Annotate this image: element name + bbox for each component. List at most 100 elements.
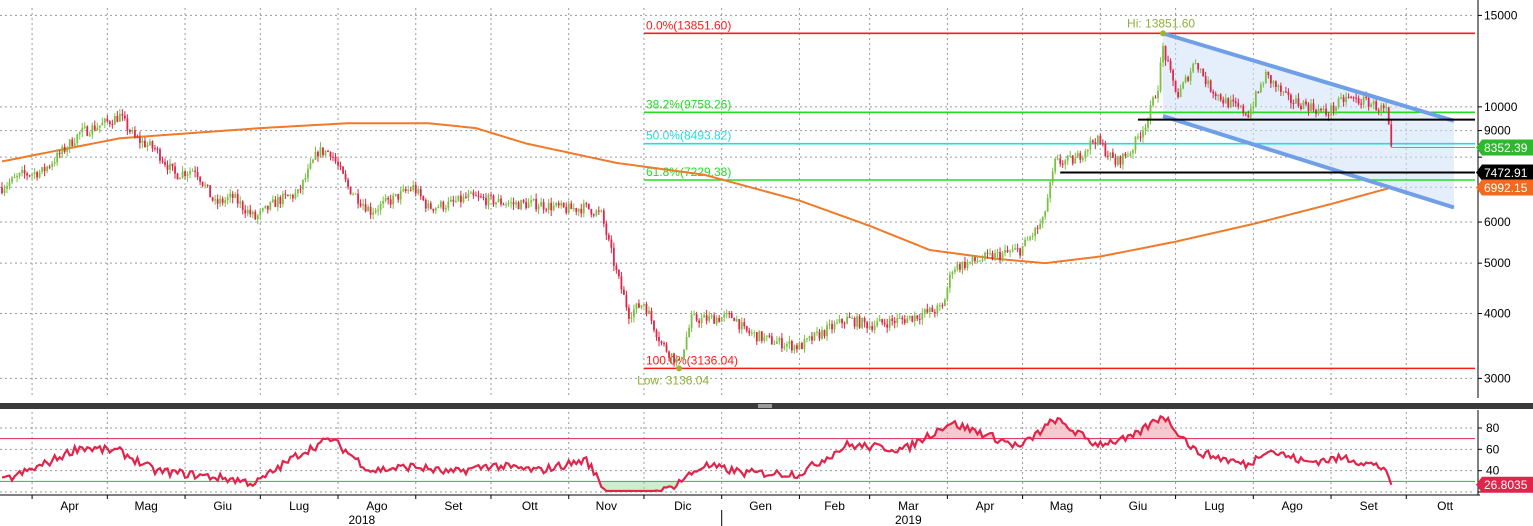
candle (214, 194, 217, 205)
candle-body (352, 194, 354, 196)
candle (1069, 150, 1072, 157)
candle (407, 185, 410, 194)
candle-body (93, 125, 96, 131)
candle (908, 315, 911, 321)
candle-body (928, 307, 931, 313)
candle-body (1375, 101, 1378, 111)
x-month-label-3: Lug (289, 499, 309, 513)
candle-body (1127, 155, 1129, 157)
candle (853, 316, 856, 330)
candle (394, 193, 397, 197)
candle (1242, 103, 1245, 117)
candle-body (1239, 105, 1242, 107)
candle (1264, 69, 1267, 84)
candle-body (1244, 113, 1247, 115)
candle (181, 166, 184, 179)
candle (61, 144, 64, 159)
price-tag-1: 7472.91 (1476, 164, 1533, 181)
candle (1224, 93, 1227, 104)
candle (1237, 98, 1240, 110)
candle-body (1044, 211, 1047, 217)
candle-body (1355, 97, 1358, 99)
candle (1066, 154, 1069, 166)
candle-body (1382, 105, 1385, 109)
candle (307, 164, 309, 183)
candle (735, 315, 738, 323)
candle (1039, 218, 1042, 230)
candle (931, 304, 934, 313)
candle (279, 195, 282, 209)
candle (512, 197, 515, 211)
candle (858, 314, 861, 329)
candle-body (1061, 163, 1064, 165)
candle-body (470, 192, 472, 194)
candle (720, 316, 723, 322)
candle-body (1154, 97, 1157, 99)
candle (981, 255, 984, 263)
candle-body (693, 314, 696, 316)
candle (986, 249, 989, 259)
panel-separator[interactable] (0, 403, 1533, 409)
candle-body (585, 203, 588, 205)
candle-body (475, 195, 477, 197)
candle-body (1064, 160, 1067, 165)
candle (231, 191, 234, 204)
candle-body (66, 148, 69, 152)
candle-body (778, 337, 781, 342)
candle (1274, 80, 1277, 93)
candle-body (259, 210, 262, 216)
candle (387, 196, 390, 205)
x-month-label-0: Apr (60, 499, 79, 513)
candle-body (1139, 136, 1142, 138)
candle-body (327, 150, 329, 152)
candle-body (309, 162, 312, 169)
candle-body (1086, 149, 1089, 152)
price-tag-text: 8352.39 (1484, 141, 1528, 155)
candle (808, 335, 811, 341)
candle-body (1167, 60, 1169, 62)
candle (1004, 244, 1006, 257)
candle (1099, 133, 1102, 145)
candle-body (457, 195, 460, 202)
candle-body (281, 193, 284, 204)
candle (1172, 68, 1174, 87)
candle-body (1066, 155, 1069, 161)
candle-body (780, 337, 783, 349)
candle-body (161, 160, 164, 162)
rsi-tick-label-3: 80 (1486, 421, 1500, 435)
candle-body (8, 182, 11, 187)
candle-body (1290, 95, 1292, 104)
candle-body (1059, 158, 1062, 164)
candle-body (728, 313, 731, 315)
high-marker (1160, 30, 1167, 37)
candle-body (226, 197, 229, 201)
candle (334, 153, 337, 164)
x-month-label-12: Apr (976, 499, 995, 513)
candle-body (532, 198, 535, 201)
candle (58, 149, 61, 159)
candle (199, 175, 202, 186)
candle (389, 194, 392, 209)
candle (76, 133, 79, 146)
candle-body (665, 344, 668, 352)
candle-body (1177, 92, 1179, 98)
candle (1074, 152, 1077, 164)
candle-body (798, 343, 801, 350)
candle-body (322, 147, 324, 156)
candle (530, 195, 533, 207)
candle-body (274, 199, 277, 207)
candle (1041, 216, 1044, 229)
candle-body (863, 318, 866, 323)
candle-body (785, 343, 788, 347)
candle (6, 181, 8, 194)
candle-body (540, 202, 543, 207)
candle-body (16, 175, 18, 178)
candle (1234, 97, 1237, 107)
candle (1109, 152, 1112, 161)
candle (404, 186, 407, 194)
candle (964, 256, 966, 271)
candle (587, 203, 590, 210)
candle-body (507, 203, 510, 205)
x-month-label-17: Set (1360, 499, 1379, 513)
candle-body (690, 314, 693, 328)
